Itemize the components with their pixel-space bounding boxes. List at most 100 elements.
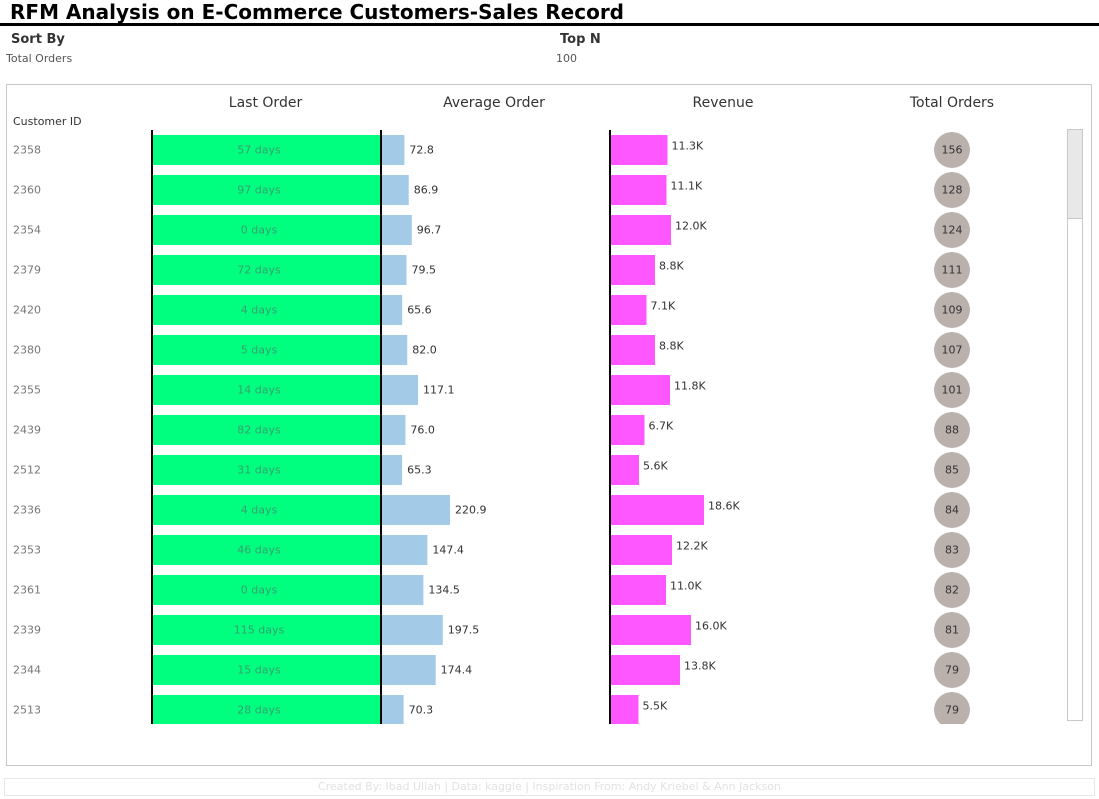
revenue-label: 7.1K <box>651 300 676 313</box>
total-orders-circle[interactable] <box>934 572 970 608</box>
customer-id-label: 2420 <box>13 304 41 317</box>
total-orders-circle[interactable] <box>934 292 970 328</box>
total-orders-label: 128 <box>942 184 963 197</box>
last-order-label: 97 days <box>237 184 281 197</box>
last-order-bar[interactable] <box>153 175 380 205</box>
average-order-bar[interactable] <box>382 175 409 205</box>
last-order-bar[interactable] <box>153 455 380 485</box>
customer-id-label: 2379 <box>13 264 41 277</box>
last-order-label: 4 days <box>241 504 278 517</box>
revenue-bar[interactable] <box>611 615 691 645</box>
last-order-bar[interactable] <box>153 655 380 685</box>
average-order-bar[interactable] <box>382 135 405 165</box>
last-order-bar[interactable] <box>153 535 380 565</box>
average-order-bar[interactable] <box>382 495 450 525</box>
revenue-bar[interactable] <box>611 375 670 405</box>
customer-id-label: 2361 <box>13 584 41 597</box>
total-orders-circle[interactable] <box>934 172 970 208</box>
total-orders-circle[interactable] <box>934 652 970 688</box>
revenue-bar[interactable] <box>611 175 667 205</box>
average-order-bar[interactable] <box>382 375 419 405</box>
chart-panel <box>6 84 1092 766</box>
revenue-bar[interactable] <box>611 495 704 525</box>
revenue-label: 11.0K <box>670 580 702 593</box>
revenue-bar[interactable] <box>611 535 672 565</box>
last-order-bar[interactable] <box>153 495 380 525</box>
total-orders-circle[interactable] <box>934 332 970 368</box>
last-order-label: 57 days <box>237 144 281 157</box>
total-orders-circle[interactable] <box>934 452 970 488</box>
average-order-label: 76.0 <box>410 424 435 437</box>
revenue-label: 16.0K <box>695 620 727 633</box>
customer-id-label: 2354 <box>13 224 41 237</box>
average-order-label: 134.5 <box>428 584 460 597</box>
total-orders-label: 85 <box>945 464 959 477</box>
revenue-label: 5.6K <box>643 460 668 473</box>
total-orders-circle[interactable] <box>934 212 970 248</box>
average-order-bar[interactable] <box>382 575 424 605</box>
scrollbar-thumb[interactable] <box>1068 130 1082 219</box>
average-order-bar[interactable] <box>382 655 436 685</box>
revenue-bar[interactable] <box>611 695 639 724</box>
average-order-bar[interactable] <box>382 615 443 645</box>
total-orders-circle[interactable] <box>934 132 970 168</box>
total-orders-circle[interactable] <box>934 532 970 568</box>
revenue-bar[interactable] <box>611 215 671 245</box>
average-order-label: 65.3 <box>407 464 432 477</box>
revenue-label: 8.8K <box>659 260 684 273</box>
total-orders-label: 82 <box>945 584 959 597</box>
vertical-scrollbar[interactable] <box>1067 129 1083 721</box>
average-order-bar[interactable] <box>382 695 404 724</box>
revenue-label: 11.1K <box>671 180 703 193</box>
revenue-label: 13.8K <box>684 660 716 673</box>
average-order-bar[interactable] <box>382 335 408 365</box>
last-order-label: 5 days <box>241 344 278 357</box>
average-order-bar[interactable] <box>382 455 403 485</box>
revenue-bar[interactable] <box>611 335 655 365</box>
last-order-bar[interactable] <box>153 415 380 445</box>
total-orders-label: 79 <box>945 664 959 677</box>
last-order-bar[interactable] <box>153 255 380 285</box>
total-orders-circle[interactable] <box>934 372 970 408</box>
revenue-bar[interactable] <box>611 655 680 685</box>
last-order-bar[interactable] <box>153 695 380 724</box>
column-header-total-orders: Total Orders <box>909 95 995 111</box>
total-orders-label: 88 <box>945 424 959 437</box>
average-order-bar[interactable] <box>382 215 412 245</box>
last-order-label: 72 days <box>237 264 281 277</box>
revenue-bar[interactable] <box>611 295 647 325</box>
average-order-bar[interactable] <box>382 415 406 445</box>
customer-id-label: 2513 <box>13 704 41 717</box>
revenue-label: 5.5K <box>643 700 668 713</box>
last-order-bar[interactable] <box>153 135 380 165</box>
last-order-label: 0 days <box>241 224 278 237</box>
average-order-bar[interactable] <box>382 255 407 285</box>
last-order-label: 46 days <box>237 544 281 557</box>
last-order-bar[interactable] <box>153 335 380 365</box>
average-order-bar[interactable] <box>382 535 428 565</box>
total-orders-circle[interactable] <box>934 252 970 288</box>
total-orders-circle[interactable] <box>934 692 970 724</box>
average-order-label: 117.1 <box>423 384 455 397</box>
last-order-bar[interactable] <box>153 375 380 405</box>
top-n-value[interactable]: 100 <box>556 52 577 65</box>
revenue-bar[interactable] <box>611 135 668 165</box>
last-order-bar[interactable] <box>153 215 380 245</box>
last-order-bar[interactable] <box>153 295 380 325</box>
last-order-label: 28 days <box>237 704 281 717</box>
revenue-bar[interactable] <box>611 575 666 605</box>
sort-by-value[interactable]: Total Orders <box>6 52 73 65</box>
revenue-bar[interactable] <box>611 455 639 485</box>
rfm-chart: 2358 57 days 72.8 11.3K 156 2360 97 days 86.9 11… <box>13 130 970 724</box>
revenue-label: 6.7K <box>649 420 674 433</box>
average-order-label: 197.5 <box>448 624 480 637</box>
total-orders-circle[interactable] <box>934 612 970 648</box>
last-order-bar[interactable] <box>153 575 380 605</box>
total-orders-circle[interactable] <box>934 492 970 528</box>
total-orders-circle[interactable] <box>934 412 970 448</box>
average-order-bar[interactable] <box>382 295 403 325</box>
revenue-bar[interactable] <box>611 415 645 445</box>
row-header-customer-id: Customer ID <box>13 115 82 128</box>
revenue-bar[interactable] <box>611 255 655 285</box>
last-order-bar[interactable] <box>153 615 380 645</box>
